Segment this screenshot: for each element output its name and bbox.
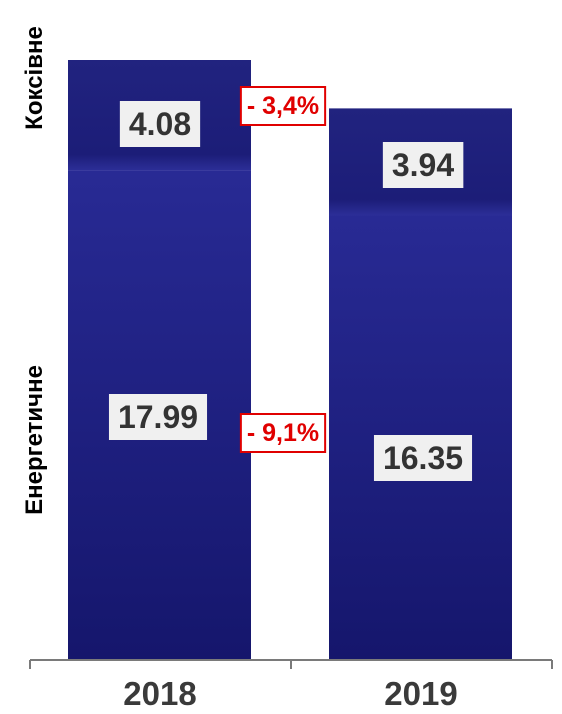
series-label-coking: Коксівн­e (21, 26, 48, 130)
x-tick-label-2019: 2019 (384, 675, 457, 712)
change-badge-box (239, 86, 327, 126)
value-label-text: 17.99 (118, 399, 198, 435)
change-badge-text: - 9,1% (247, 419, 319, 447)
x-axis: 2018 2019 (29, 659, 553, 712)
value-label-energy-2019: 16.35 (373, 435, 473, 481)
value-label-text: 3.94 (392, 147, 454, 183)
bars-layer (68, 60, 512, 661)
value-label-box (108, 394, 208, 440)
x-tick-label-2018: 2018 (123, 675, 196, 712)
change-badge-coking: - 3,4% (239, 86, 327, 126)
change-badge-energy: - 9,1% (239, 413, 327, 453)
value-labels: 17.99 16.35 4.08 3.94 (108, 101, 473, 481)
value-label-energy-2018: 17.99 (108, 394, 208, 440)
value-label-box (373, 435, 473, 481)
value-label-coking-2019: 3.94 (382, 142, 464, 188)
change-badge-box (239, 413, 327, 453)
value-label-coking-2018: 4.08 (119, 101, 201, 147)
change-labels: - 9,1% - 3,4% (239, 86, 327, 453)
series-label-energy: Енергетичне (21, 365, 48, 515)
value-label-text: 16.35 (383, 440, 463, 476)
series-labels: Енергетичне Коксівн­e (21, 26, 48, 515)
value-label-box (382, 142, 464, 188)
value-label-box (119, 101, 201, 147)
change-badge-text: - 3,4% (247, 92, 319, 120)
value-label-text: 4.08 (129, 106, 191, 142)
